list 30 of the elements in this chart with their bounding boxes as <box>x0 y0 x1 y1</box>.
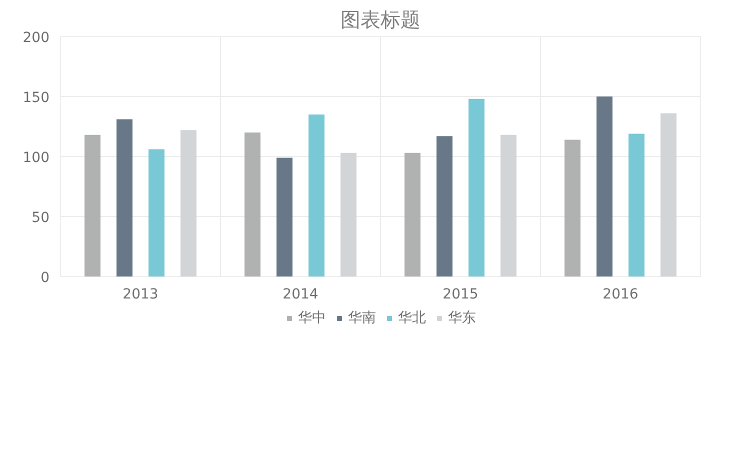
bar <box>244 132 260 276</box>
x-tick-label: 2014 <box>282 286 318 302</box>
bar <box>84 134 100 276</box>
x-tick-label: 2013 <box>122 286 158 302</box>
bar <box>628 134 644 276</box>
y-tick-label: 0 <box>40 270 50 286</box>
bar <box>500 134 516 276</box>
bar <box>436 136 452 276</box>
x-tick-label: 2015 <box>442 286 478 302</box>
bar <box>276 158 292 276</box>
bar <box>660 113 676 276</box>
bar <box>564 140 580 276</box>
bar <box>148 149 164 276</box>
chart-title: 图表标题 <box>340 8 420 32</box>
bar <box>116 119 132 276</box>
legend-label: 华南 <box>348 309 376 327</box>
legend-label: 华中 <box>298 309 326 327</box>
bar <box>596 96 612 276</box>
legend-label: 华东 <box>448 309 476 327</box>
y-tick-label: 150 <box>22 90 50 106</box>
y-tick-label: 50 <box>32 210 50 226</box>
bar <box>468 98 484 276</box>
bar <box>180 130 196 276</box>
y-tick-label: 100 <box>22 150 50 166</box>
legend-label: 华北 <box>398 309 426 327</box>
bar <box>340 152 356 276</box>
y-tick-label: 200 <box>22 30 50 46</box>
x-tick-label: 2016 <box>602 286 638 302</box>
bar <box>404 152 420 276</box>
bar <box>308 114 324 276</box>
